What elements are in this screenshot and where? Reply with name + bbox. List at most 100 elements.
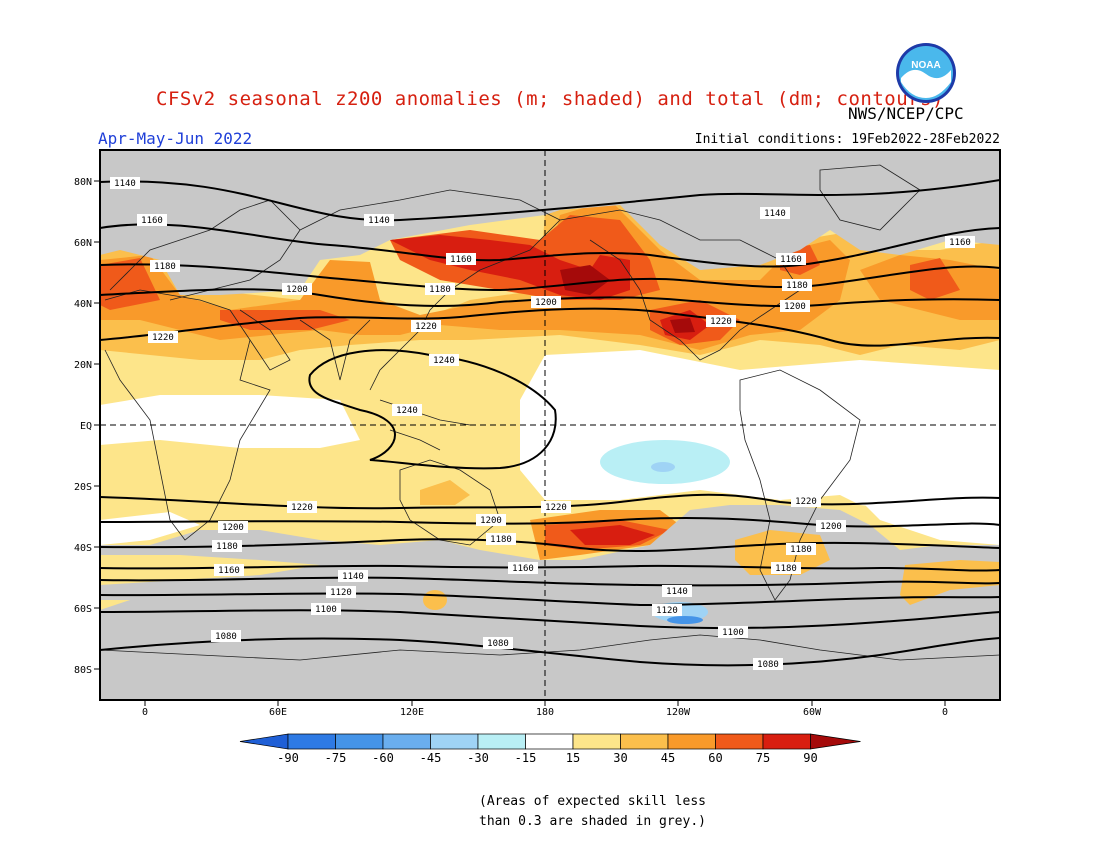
contour-label: 1120 <box>652 604 682 616</box>
skill-note-line-1: (Areas of expected skill less <box>479 794 706 809</box>
contour-label: 1220 <box>411 320 441 332</box>
anomaly-white-sw <box>100 512 200 545</box>
contour-label-text: 1180 <box>790 545 812 555</box>
forecast-period: Apr-May-Jun 2022 <box>98 129 253 148</box>
coastlines <box>100 164 1000 661</box>
lat-label: EQ <box>80 421 92 432</box>
contour-label-text: 1080 <box>215 632 237 642</box>
contour-label: 1180 <box>425 283 455 295</box>
contour-label: 1200 <box>780 300 810 312</box>
lon-label: 120W <box>666 707 691 718</box>
contour-label-text: 1140 <box>342 572 364 582</box>
contour-label-text: 1120 <box>656 606 678 616</box>
lon-label: 180 <box>536 707 554 718</box>
contour-label: 1160 <box>214 564 244 576</box>
contour-label-text: 1140 <box>114 179 136 189</box>
anomaly-white-southatl <box>860 495 1000 545</box>
contour-label: 1220 <box>287 501 317 513</box>
contour-label: 1160 <box>137 214 167 226</box>
lon-label: 0 <box>142 707 148 718</box>
contour-label-text: 1200 <box>820 522 842 532</box>
contour-label: 1160 <box>446 253 476 265</box>
contour-label-text: 1160 <box>949 238 971 248</box>
contour-label-text: 1160 <box>450 255 472 265</box>
low-skill-grey-satl-hole <box>735 530 830 575</box>
contour-label: 1180 <box>771 562 801 574</box>
contour-label-text: 1180 <box>216 542 238 552</box>
contour-1140-south <box>100 576 1000 587</box>
contour-label: 1080 <box>483 637 513 649</box>
contour-label-text: 1140 <box>368 216 390 226</box>
contour-label: 1080 <box>211 630 241 642</box>
lon-label: 0 <box>942 707 948 718</box>
contour-label-text: 1220 <box>152 333 174 343</box>
contour-label-text: 1180 <box>429 285 451 295</box>
map-title: CFSv2 seasonal z200 anomalies (m; shaded… <box>156 88 944 110</box>
agency-label: NWS/NCEP/CPC <box>848 104 964 123</box>
anomaly-negative-south-core <box>667 616 703 624</box>
lat-label: 20N <box>74 360 92 371</box>
contour-label: 1220 <box>148 331 178 343</box>
initial-conditions: Initial conditions: 19Feb2022-28Feb2022 <box>694 132 1000 147</box>
contour-label: 1140 <box>662 585 692 597</box>
lat-label: 40S <box>74 543 92 554</box>
contour-label: 1120 <box>326 586 356 598</box>
contour-label-group: 1140 1140 1140 1160 1160 1160 1160 1180 … <box>110 177 975 670</box>
lat-label: 80N <box>74 177 92 188</box>
anomaly-negative-30-45 <box>651 462 675 472</box>
latitude-axis: 80N 60N 40N 20N EQ 20S 40S 60S 80S <box>74 177 100 676</box>
contour-1120-south <box>100 592 1000 607</box>
contour-1140-north <box>100 179 1000 222</box>
skill-note-line-2: than 0.3 are shaded in grey.) <box>479 814 706 829</box>
contour-1180-north <box>100 263 1000 292</box>
contour-1200-south <box>100 516 1000 528</box>
contour-1080-south <box>100 637 1000 667</box>
anomaly-yellow-dot <box>423 590 447 610</box>
contour-label: 1140 <box>364 214 394 226</box>
contour-label: 1140 <box>338 570 368 582</box>
contour-label-text: 1140 <box>666 587 688 597</box>
contour-label: 1180 <box>212 540 242 552</box>
contour-1220-south <box>100 493 1000 510</box>
contour-label-text: 1200 <box>286 285 308 295</box>
contour-label-text: 1160 <box>218 566 240 576</box>
contour-label-text: 1220 <box>545 503 567 513</box>
skill-note: (Areas of expected skill less than 0.3 a… <box>479 792 706 832</box>
contour-1220-north <box>100 307 1000 347</box>
contour-label-text: 1200 <box>480 516 502 526</box>
longitude-axis: 0 60E 120E 180 120W 60W 0 <box>142 700 948 718</box>
contour-label-text: 1180 <box>154 262 176 272</box>
contour-label: 1100 <box>718 626 748 638</box>
contour-label: 1240 <box>392 404 422 416</box>
lat-label: 40N <box>74 299 92 310</box>
low-skill-grey-sw-hole <box>100 555 320 585</box>
contour-label: 1140 <box>760 207 790 219</box>
contour-1100-south <box>100 609 1000 630</box>
contour-label: 1180 <box>782 279 812 291</box>
contour-label: 1160 <box>776 253 806 265</box>
contour-label: 1200 <box>214 546 244 558</box>
contour-label-text: 1180 <box>786 281 808 291</box>
contour-label-text: 1140 <box>764 209 786 219</box>
height-contours <box>100 179 1000 667</box>
lon-label: 120E <box>400 707 424 718</box>
contour-label: 1200 <box>282 283 312 295</box>
contour-label: 1240 <box>429 354 459 366</box>
contour-label: 1160 <box>508 562 538 574</box>
contour-label-text: 1120 <box>330 588 352 598</box>
contour-label: 1200 <box>218 521 248 533</box>
low-skill-grey-north <box>100 150 1000 295</box>
contour-label-text: 1160 <box>780 255 802 265</box>
lon-label: 60W <box>803 707 822 718</box>
contour-label: 1220 <box>541 501 571 513</box>
lat-label: 60N <box>74 238 92 249</box>
contour-label: 1100 <box>311 603 341 615</box>
contour-label: 1220 <box>706 315 736 327</box>
contour-label: 1180 <box>486 532 516 544</box>
logo-text: NOAA <box>911 60 940 71</box>
contour-label-text: 1080 <box>487 639 509 649</box>
contour-label-text: 1220 <box>710 317 732 327</box>
contour-label-text: 1240 <box>433 356 455 366</box>
lat-label: 60S <box>74 604 92 615</box>
anomaly-negative-15-30 <box>600 440 730 484</box>
